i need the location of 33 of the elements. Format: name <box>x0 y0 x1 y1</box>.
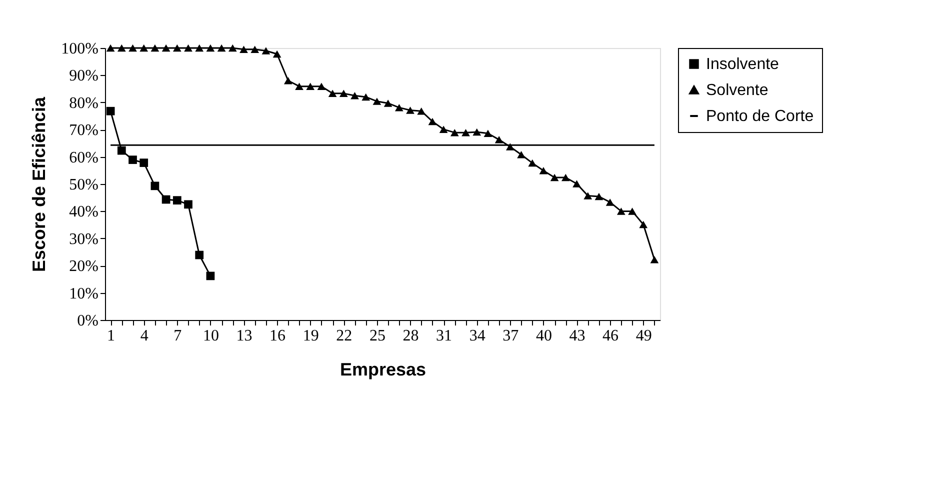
legend-label: Insolvente <box>706 56 780 73</box>
x-tick-label: 25 <box>369 328 386 344</box>
y-tick-label: 60% <box>69 149 98 166</box>
x-axis-title: Empresas <box>340 360 426 380</box>
y-tick-label: 80% <box>69 94 98 112</box>
x-tick-label: 40 <box>536 328 552 344</box>
x-tick-label: 34 <box>469 328 486 344</box>
x-tick-label: 4 <box>140 328 148 344</box>
x-tick-label: 43 <box>569 328 586 344</box>
x-tick-label: 16 <box>270 328 286 344</box>
y-tick-label: 50% <box>69 176 98 194</box>
x-tick-label: 10 <box>202 328 219 344</box>
x-tick-label: 7 <box>174 328 182 344</box>
y-axis-title: Escore de Eficiência <box>29 96 50 272</box>
x-tick-label: 37 <box>502 328 519 344</box>
x-tick-label: 31 <box>436 328 452 344</box>
y-tick-label: 90% <box>69 68 98 85</box>
y-tick-label: 0% <box>77 312 98 330</box>
x-tick-label: 49 <box>636 328 652 344</box>
y-tick-label: 10% <box>69 285 98 302</box>
y-tick-label: 30% <box>69 230 98 248</box>
y-tick-label: 40% <box>69 204 98 221</box>
legend-label: Ponto de Corte <box>706 108 814 125</box>
legend-label: Solvente <box>706 82 768 99</box>
y-tick-label: 100% <box>61 40 98 58</box>
x-tick-label: 28 <box>402 328 419 344</box>
x-tick-label: 22 <box>336 328 352 344</box>
x-tick-label: 19 <box>302 328 319 344</box>
x-tick-label: 46 <box>602 328 619 344</box>
x-tick-label: 13 <box>236 328 252 344</box>
x-tick-label: 1 <box>107 328 116 344</box>
y-tick-label: 20% <box>69 258 98 276</box>
y-tick-label: 70% <box>69 122 98 140</box>
